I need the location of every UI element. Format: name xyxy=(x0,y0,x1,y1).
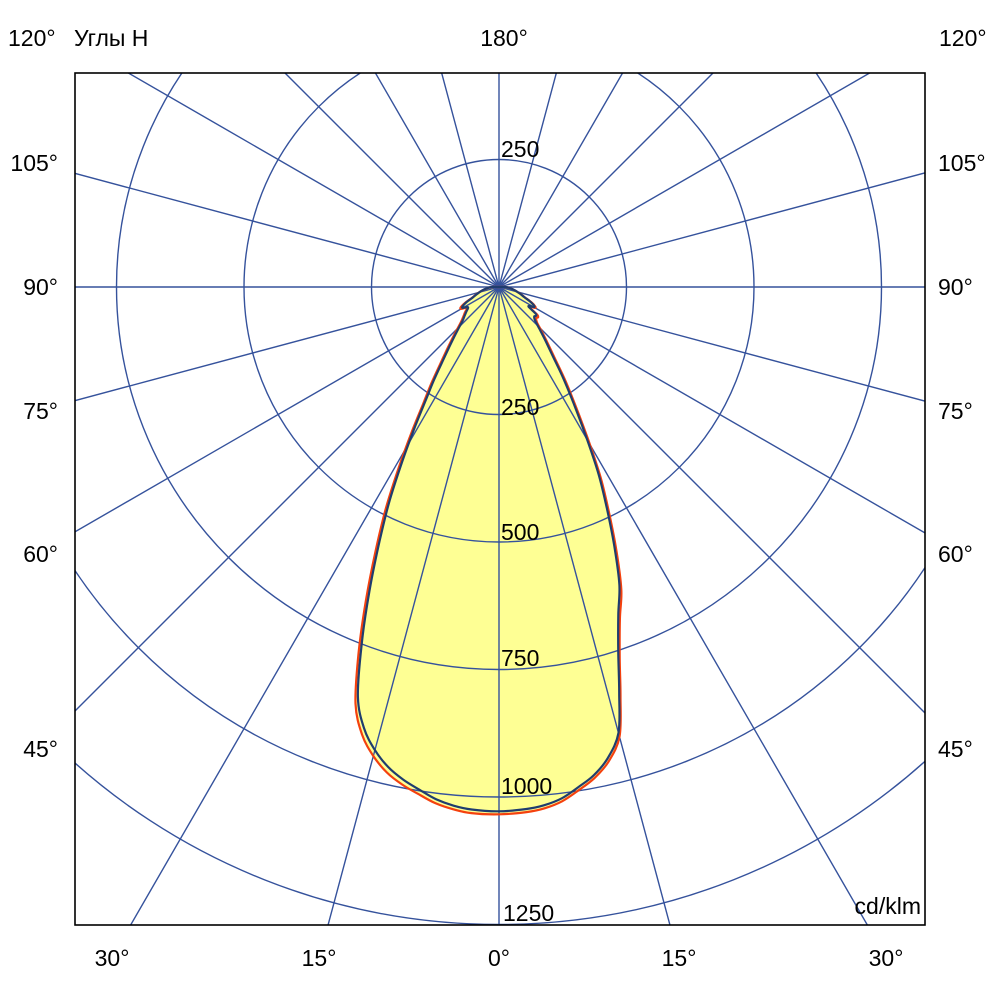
grid-ray-105 xyxy=(498,172,925,288)
grid-ray-75 xyxy=(498,286,925,402)
angle-label-bottom-30-right: 30° xyxy=(868,945,904,971)
blue-curve-fill xyxy=(357,286,620,812)
grid-ray-255 xyxy=(75,172,500,288)
angle-label-left-60: 60° xyxy=(23,541,58,567)
angle-label-top-left-120: 120° xyxy=(8,25,56,51)
angle-label-top-right-120: 120° xyxy=(939,25,987,51)
radial-tick-250-lower: 250 xyxy=(501,394,540,420)
angle-label-right-60: 60° xyxy=(938,541,973,567)
grid-ray-345 xyxy=(327,286,500,925)
angle-label-left-105: 105° xyxy=(10,150,58,176)
unit-label: cd/klm xyxy=(854,893,921,919)
angle-label-bottom-0: 0° xyxy=(488,945,510,971)
angle-label-bottom-15-left: 15° xyxy=(301,945,337,971)
radial-tick-750: 750 xyxy=(501,645,540,671)
angle-label-right-105: 105° xyxy=(938,150,986,176)
grid-ray-165 xyxy=(498,73,558,288)
angle-label-left-90: 90° xyxy=(23,274,58,300)
grid-ray-210 xyxy=(374,73,500,288)
grid-ray-135 xyxy=(498,73,714,288)
grid-ray-60 xyxy=(498,286,925,534)
angle-label-bottom-15-right: 15° xyxy=(661,945,697,971)
radial-tick-250-upper: 250 xyxy=(501,136,540,162)
angle-label-left-45: 45° xyxy=(23,736,58,762)
plot-border xyxy=(74,72,926,926)
radial-tick-1000: 1000 xyxy=(501,773,553,799)
grid-ray-120 xyxy=(498,73,872,288)
grid-ray-300 xyxy=(75,286,500,533)
grid-ray-225 xyxy=(284,73,500,288)
grid-ray-30 xyxy=(498,286,869,925)
radial-tick-500: 500 xyxy=(501,519,540,545)
grid-ray-45 xyxy=(498,286,925,714)
angle-label-right-90: 90° xyxy=(938,274,973,300)
plane-title: Углы H xyxy=(74,25,149,51)
grid-ray-240 xyxy=(126,73,500,288)
grid-ray-150 xyxy=(498,73,624,288)
blue-curve xyxy=(356,285,621,813)
grid-ray-315 xyxy=(75,286,500,712)
angle-label-bottom-30-left: 30° xyxy=(94,945,130,971)
radial-tick-1250: 1250 xyxy=(503,900,555,926)
angle-label-right-45: 45° xyxy=(938,736,973,762)
angle-label-right-75: 75° xyxy=(938,398,973,424)
grid-ray-285 xyxy=(75,286,500,402)
grid-ray-15 xyxy=(498,286,671,925)
grid-ray-195 xyxy=(440,73,500,288)
angle-label-top-180: 180° xyxy=(480,25,528,51)
grid-ray-330 xyxy=(129,286,500,925)
angle-label-left-75: 75° xyxy=(23,398,58,424)
